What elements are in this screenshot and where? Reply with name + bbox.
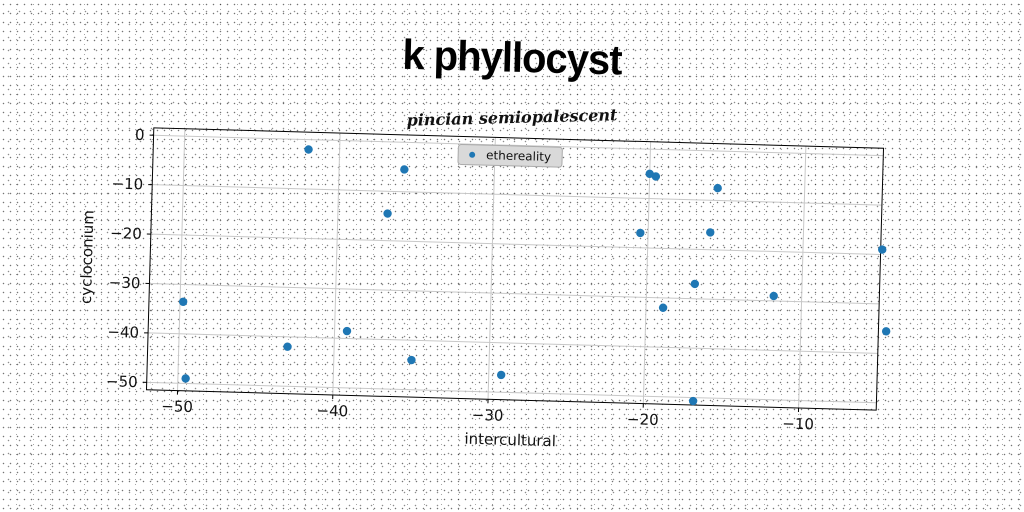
x-tick-label: −20: [627, 410, 659, 429]
data-point: [713, 183, 722, 193]
data-point: [881, 327, 891, 336]
y-tick-label: 0: [135, 126, 145, 144]
data-points: [178, 145, 891, 406]
y-tick-label: −40: [107, 323, 139, 342]
legend: ethereality: [457, 143, 563, 168]
data-point: [688, 396, 698, 406]
y-grid-line: [152, 184, 882, 206]
y-grid-line: [149, 283, 880, 305]
data-point: [178, 297, 188, 306]
data-point: [706, 228, 715, 237]
y-grid-line: [153, 134, 884, 157]
x-tick-label: −30: [472, 406, 504, 425]
y-grid-line: [150, 233, 881, 255]
x-tick-label: −10: [782, 415, 814, 434]
y-grid-line: [148, 332, 878, 354]
data-point: [636, 228, 645, 238]
legend-box: [457, 143, 563, 168]
axes-frame: [145, 127, 885, 411]
data-point: [383, 209, 392, 218]
tick-labels: −50 −40 −30 −20 −10 0 −10 −20 −30 −40 −50: [106, 126, 814, 434]
y-grid-line: [146, 381, 877, 404]
data-point: [304, 145, 313, 154]
data-point: [342, 326, 352, 336]
legend-label: ethereality: [486, 148, 551, 164]
x-tick-label: −50: [161, 397, 193, 416]
data-point: [181, 374, 190, 383]
data-point: [658, 303, 668, 312]
y-tick-label: −20: [110, 224, 142, 243]
data-point: [878, 245, 887, 254]
data-point: [651, 172, 661, 181]
x-grid-line: [642, 141, 652, 404]
x-grid-line: [487, 137, 496, 400]
data-point: [400, 165, 409, 174]
x-grid-line: [332, 133, 341, 395]
data-point: [690, 279, 700, 289]
data-point: [769, 291, 778, 301]
y-tick-label: −30: [109, 273, 141, 292]
x-axis-label: intercultural: [464, 430, 556, 451]
x-tick-label: −40: [316, 402, 348, 421]
x-grid-line: [177, 128, 186, 391]
y-tick-label: −10: [111, 175, 143, 194]
x-grid-line: [798, 146, 807, 408]
plot-area: ethereality −50 −40 −30 −20 −10 0 −10 −20 −30 −40…: [77, 126, 891, 451]
data-point: [496, 370, 506, 380]
data-point: [407, 355, 416, 365]
y-tick-label: −50: [106, 372, 138, 391]
legend-marker: [469, 151, 476, 158]
data-point: [283, 342, 292, 351]
y-axis-label: cycloconium: [77, 210, 98, 304]
grid-lines: [146, 128, 884, 408]
